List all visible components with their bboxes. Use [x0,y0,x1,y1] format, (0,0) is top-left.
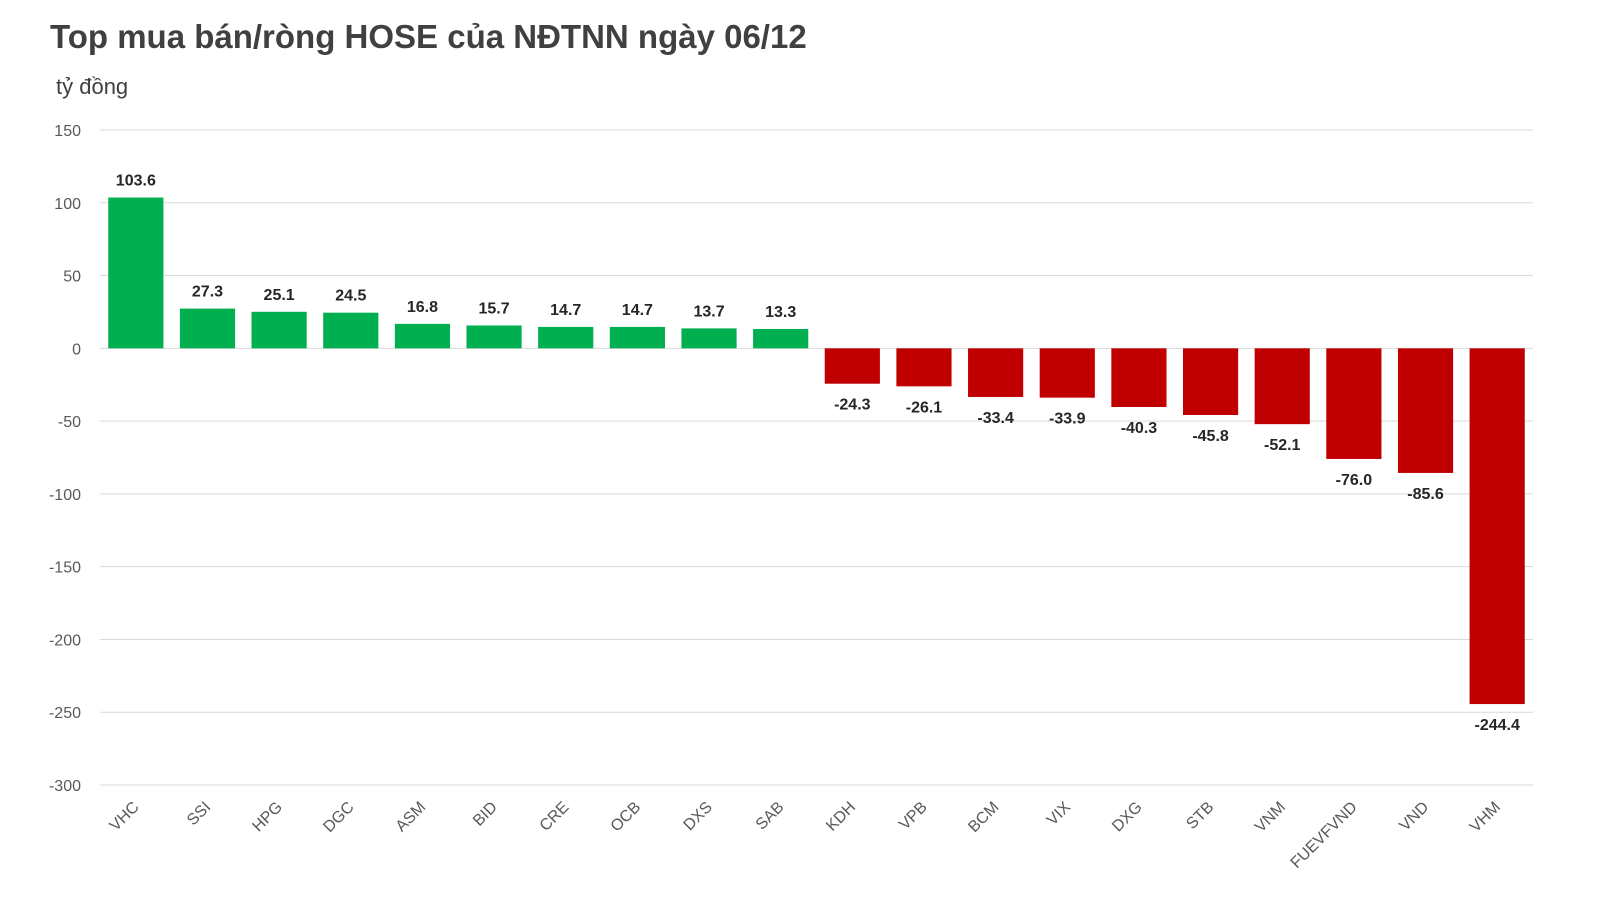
data-label: -33.4 [977,410,1014,427]
data-label: -45.8 [1192,428,1229,445]
y-tick-label: -150 [49,560,81,577]
bar-vpb [896,348,952,387]
x-category-label: VPB [896,799,931,834]
data-label: 27.3 [192,284,223,301]
bar-asm [394,323,451,349]
bars [108,197,1525,705]
data-label: 13.7 [693,303,724,320]
x-category-label: OCB [608,799,645,836]
data-label: -24.3 [834,397,871,414]
bar-sab [753,328,809,349]
x-category-label: HPG [249,799,286,836]
x-category-label: DXS [681,799,716,834]
y-tick-label: -250 [49,705,81,722]
gridlines [100,129,1533,786]
x-category-label: BID [470,799,501,830]
x-category-label: VIX [1044,799,1074,829]
bar-vhc [108,197,164,349]
bar-vnm [1254,348,1310,425]
bar-dgc [323,312,379,349]
bar-vnd [1397,348,1454,473]
data-label: 14.7 [622,302,653,319]
data-label: -76.0 [1336,472,1373,489]
bar-kdh [824,348,880,384]
data-label: 24.5 [335,288,366,305]
data-label: -85.6 [1407,486,1444,503]
x-category-label: DXG [1109,799,1146,836]
data-labels: 103.6 27.3 25.1 24.5 16.8 15.7 14.7 14.7 13.7 13.… [116,173,1520,735]
bar-bcm [968,348,1024,397]
x-category-label: STB [1183,799,1217,833]
data-label: -244.4 [1474,717,1519,734]
data-label: 14.7 [550,302,581,319]
data-label: 25.1 [264,287,295,304]
data-label: 15.7 [479,300,510,317]
x-category-label: KDH [823,799,859,835]
data-label: 103.6 [116,173,156,190]
data-label: -52.1 [1264,437,1301,454]
x-category-label: SAB [753,799,788,834]
data-label: 16.8 [407,299,438,316]
y-tick-label: 100 [54,196,81,213]
x-axis-categories: VHC SSI HPG DGC ASM BID CRE OCB DXS SAB KDH VPB BCM V… [107,799,1504,872]
bar-dxs [681,328,737,349]
y-tick-label: -300 [49,778,81,795]
x-category-label: CRE [537,799,573,835]
x-category-label: SSI [184,799,214,829]
x-category-label: VNM [1252,799,1289,836]
data-label: -26.1 [906,399,943,416]
x-category-label: DGC [320,799,357,836]
data-label: -40.3 [1121,420,1158,437]
y-tick-label: -50 [58,414,81,431]
data-label: -33.9 [1049,411,1086,428]
y-tick-label: 50 [63,269,81,286]
x-category-label: VND [1396,799,1432,835]
x-category-label: FUEVFVND [1288,799,1361,872]
y-tick-label: 150 [54,123,81,140]
bar-vhm [1469,348,1525,705]
y-axis-unit-label: tỷ đồng [56,74,129,99]
y-tick-label: -100 [49,487,81,504]
bar-fuevfvnd [1326,348,1382,459]
x-category-label: BCM [965,799,1002,836]
bar-bid [466,325,522,349]
bar-stb [1182,348,1239,415]
x-category-label: VHC [107,799,143,835]
bar-ssi [179,308,236,349]
data-label: 13.3 [765,304,796,321]
x-category-label: VHM [1467,799,1504,836]
bar-dxg [1111,348,1167,407]
bar-hpg [251,311,307,349]
x-category-label: ASM [393,799,430,836]
bar-vix [1039,348,1095,398]
bar-cre [538,326,594,349]
y-axis-ticks: 150 100 50 0 -50 -100 -150 -200 -250 -300 [49,123,81,795]
chart-title: Top mua bán/ròng HOSE của NĐTNN ngày 06/… [50,18,807,55]
y-tick-label: 0 [72,341,81,358]
bar-ocb [609,326,665,349]
y-tick-label: -200 [49,632,81,649]
